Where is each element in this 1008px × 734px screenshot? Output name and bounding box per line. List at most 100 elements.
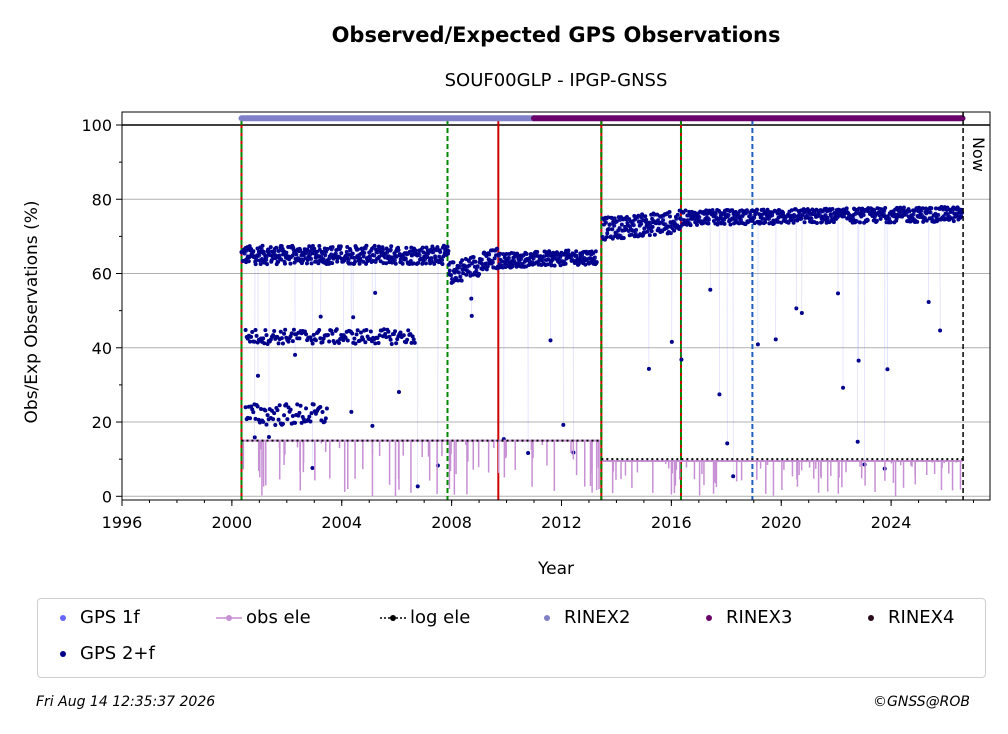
y-tick-label: 20 xyxy=(92,413,112,432)
gps-2f-point xyxy=(679,357,684,362)
legend-label-rinex4: RINEX4 xyxy=(888,607,955,628)
gps-2f-point xyxy=(351,315,356,320)
gps-2f-point xyxy=(464,272,469,277)
gps-2f-point xyxy=(318,404,323,409)
gps-2f-point xyxy=(409,340,414,345)
gps-2f-point xyxy=(819,219,824,224)
gps-2f-point xyxy=(668,231,673,236)
gps-2f-point xyxy=(827,220,832,225)
gps-2f-point xyxy=(799,216,804,221)
gps-2f-point xyxy=(809,216,814,221)
gps-2f-point xyxy=(583,262,588,267)
gps-2f-point xyxy=(574,253,579,258)
gps-2f-point xyxy=(350,331,355,336)
gps-2f-point xyxy=(920,206,925,211)
gps-2f-point xyxy=(713,211,718,216)
gps-2f-point xyxy=(308,252,313,257)
plot-area: 0 20 40 60 80 100 1996 2000 2004 2008 2012 2016 2020… xyxy=(81,111,991,532)
legend-label-log-ele: log ele xyxy=(410,607,471,628)
gps-2f-point xyxy=(288,261,293,266)
gps-2f-point xyxy=(284,250,289,255)
gps-2f-point xyxy=(330,261,335,266)
footer-credit: ©GNSS@ROB xyxy=(873,694,970,710)
gps-2f-point xyxy=(413,248,418,253)
gps-2f-point xyxy=(412,340,417,345)
gps-2f-point xyxy=(649,229,654,234)
gps-2f-point xyxy=(338,244,343,249)
chart: Observed/Expected GPS Observations SOUF0… xyxy=(22,23,991,579)
gps-2f-point xyxy=(251,249,256,254)
gps-2f-point xyxy=(763,216,768,221)
gps-2f-point xyxy=(669,339,674,344)
gps-2f-point xyxy=(310,341,315,346)
gps-2f-point xyxy=(297,336,302,341)
y-tick-label: 100 xyxy=(81,116,112,135)
gps-2f-point xyxy=(415,484,420,489)
gps-2f-point xyxy=(621,236,626,241)
gps-2f-point xyxy=(924,218,929,223)
gps-2f-point xyxy=(389,244,394,249)
gps-2f-point xyxy=(416,261,421,266)
gps-2f-point xyxy=(243,328,248,333)
gps-2f-point xyxy=(330,245,335,250)
legend-label-rinex3: RINEX3 xyxy=(726,607,793,628)
gps-2f-point xyxy=(667,214,672,219)
gps-2f-point xyxy=(915,219,920,224)
gps-2f-point xyxy=(346,257,351,262)
gps-2f-point xyxy=(477,272,482,277)
gps-2f-point xyxy=(726,213,731,218)
gps-2f-point xyxy=(383,331,388,336)
gps-2f-point xyxy=(574,249,579,254)
gps-2f-point xyxy=(361,337,366,342)
gps-2f-point xyxy=(273,423,278,428)
gps-2f-point xyxy=(652,232,657,237)
legend-item-obs-ele: obs ele xyxy=(214,607,311,628)
gps-2f-point xyxy=(831,220,836,225)
gps-2f-point xyxy=(802,220,807,225)
gps-2f-point xyxy=(280,341,285,346)
gps-2f-point xyxy=(318,314,323,319)
gps-2f-point xyxy=(257,253,262,258)
gps-2f-point xyxy=(271,333,276,338)
gps-2f-point xyxy=(467,259,472,264)
gps-2f-point xyxy=(442,244,447,249)
gps-2f-point xyxy=(717,392,722,397)
x-tick-label: 2000 xyxy=(212,513,253,532)
gps-2f-point xyxy=(310,466,315,471)
gps-2f-point xyxy=(280,421,285,426)
gps-2f-point xyxy=(874,218,879,223)
gps-2f-point xyxy=(458,274,463,279)
gps-2f-point xyxy=(710,208,715,213)
legend-symbol-log-ele xyxy=(378,608,408,628)
legend-symbol-rinex4 xyxy=(856,608,886,628)
gps-2f-point xyxy=(243,405,248,410)
y-axis-label: Obs/Exp Observations (%) xyxy=(22,201,42,424)
gps-2f-point xyxy=(276,249,281,254)
gps-2f-point xyxy=(320,340,325,345)
gps-2f-point xyxy=(663,222,668,227)
gps-2f-point xyxy=(708,287,713,292)
gps-2f-point xyxy=(345,338,350,343)
gps-2f-point xyxy=(524,252,529,257)
gps-2f-point xyxy=(339,251,344,256)
gps-2f-point xyxy=(282,331,287,336)
gps-2f-point xyxy=(294,252,299,257)
gps-2f-point xyxy=(285,417,290,422)
gps-2f-point xyxy=(258,261,263,266)
gps-2f-point xyxy=(610,227,615,232)
gps-2f-point xyxy=(375,336,380,341)
gps-2f-point xyxy=(345,245,350,250)
gps-2f-point xyxy=(317,328,322,333)
gps-2f-point xyxy=(610,236,615,241)
gps-2f-point xyxy=(438,249,443,254)
legend-label-gps-2f: GPS 2+f xyxy=(80,643,155,664)
gps-2f-point xyxy=(545,262,550,267)
gps-2f-point xyxy=(309,261,314,266)
gps-2f-point xyxy=(561,422,566,427)
gps-2f-point xyxy=(382,327,387,332)
gps-2f-point xyxy=(535,250,540,255)
gps-2f-point xyxy=(363,340,368,345)
gps-2f-point xyxy=(566,248,571,253)
gps-2f-point xyxy=(607,227,612,232)
gps-2f-point xyxy=(763,220,768,225)
